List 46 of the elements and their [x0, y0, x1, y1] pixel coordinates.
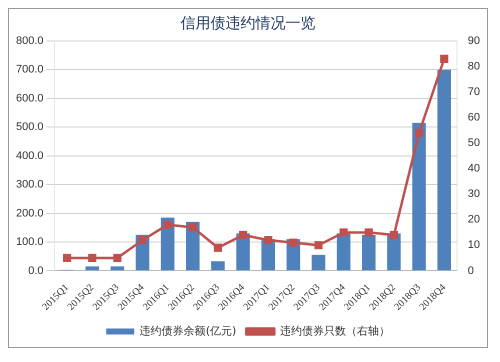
legend-label: 违约债券只数（右轴） — [280, 324, 390, 338]
point — [239, 230, 248, 240]
y-tick-label: 300.0 — [16, 178, 44, 191]
point — [289, 238, 298, 247]
y2-tick-label: 20 — [468, 214, 480, 226]
point — [138, 236, 147, 244]
point — [214, 244, 222, 252]
y-tick-label: 700.0 — [16, 64, 44, 76]
point — [88, 254, 96, 262]
y2-tick-label: 50 — [468, 137, 480, 150]
bar — [312, 254, 326, 270]
y2-tick-label: 40 — [468, 162, 480, 175]
legend-label: 违约债券余额(亿元) — [140, 324, 236, 338]
y2-tick-label: 90 — [468, 35, 480, 48]
bar — [211, 261, 225, 270]
y2-tick-label: 30 — [468, 188, 480, 200]
bar — [412, 122, 426, 270]
y2-tick-label: 10 — [468, 239, 480, 252]
point — [314, 241, 323, 250]
y-tick-label: 100.0 — [16, 236, 44, 248]
point — [364, 228, 373, 237]
point — [264, 236, 272, 244]
y-tick-label: 800.0 — [16, 35, 44, 48]
bar — [110, 266, 124, 270]
bar — [336, 233, 350, 270]
point — [188, 223, 197, 232]
y-tick-label: 400.0 — [16, 150, 44, 162]
point — [414, 128, 424, 137]
point — [440, 54, 448, 63]
y-tick-label: 0.0 — [28, 264, 44, 277]
point — [63, 254, 72, 262]
chart-title: 信用债违约情况一览 — [180, 14, 316, 32]
point — [390, 230, 398, 240]
y-tick-label: 200.0 — [16, 207, 44, 220]
point — [340, 228, 348, 237]
bar — [85, 266, 100, 270]
point — [113, 254, 122, 262]
y-tick-label: 600.0 — [16, 92, 44, 104]
bar — [362, 234, 376, 270]
y2-tick-label: 80 — [468, 60, 480, 73]
y-tick-label: 500.0 — [16, 121, 44, 134]
y2-tick-label: 70 — [468, 86, 480, 98]
y2-tick-label: 60 — [468, 112, 480, 124]
point — [164, 220, 172, 229]
bar — [437, 70, 451, 270]
y2-tick-label: 0 — [468, 264, 474, 277]
